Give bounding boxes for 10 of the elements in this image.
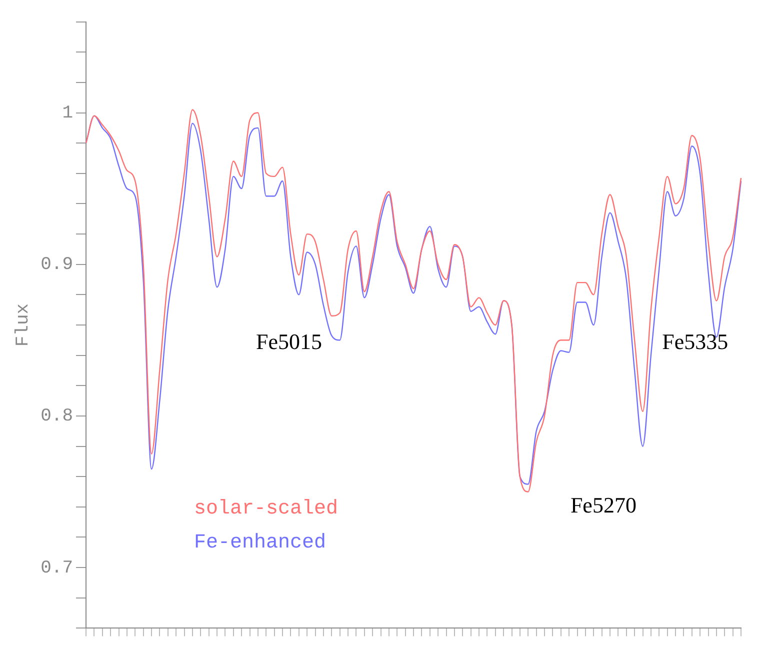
y-axis-title: Flux: [14, 303, 34, 347]
annotation: Fe5015: [256, 328, 322, 354]
y-tick-label: 1: [62, 104, 74, 124]
annotation: Fe5335: [662, 328, 728, 354]
annotation: Fe5270: [570, 492, 636, 518]
y-tick-label: 0.9: [40, 255, 74, 276]
y-tick-label: 0.7: [40, 558, 74, 578]
text: Fe-enhanced: [194, 531, 326, 554]
text: solar-scaled: [194, 497, 338, 520]
y-tick-label: 0.8: [40, 406, 74, 427]
